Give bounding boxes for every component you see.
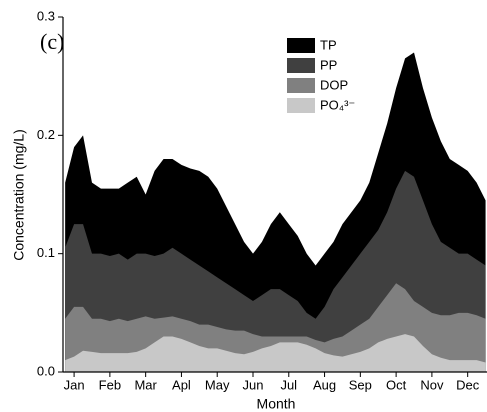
x-tick-label: Oct (386, 377, 407, 392)
x-axis-title: Month (257, 396, 296, 412)
panel-label: (c) (40, 29, 64, 54)
x-tick-label: Mar (134, 377, 157, 392)
x-tick-label: Feb (99, 377, 121, 392)
legend-label: PP (320, 57, 337, 72)
legend-swatch (287, 78, 315, 93)
y-axis-title: Concentration (mg/L) (11, 129, 27, 261)
x-tick-label: Jun (243, 377, 264, 392)
x-tick-label: Dec (456, 377, 480, 392)
y-tick-label: 0.3 (37, 8, 55, 23)
x-tick-label: Jan (64, 377, 85, 392)
legend-label: DOP (320, 77, 348, 92)
legend-swatch (287, 38, 315, 53)
legend-swatch (287, 58, 315, 73)
x-tick-label: May (205, 377, 230, 392)
y-tick-label: 0.0 (37, 363, 55, 378)
x-tick-label: Jul (280, 377, 297, 392)
y-tick-label: 0.2 (37, 127, 55, 142)
x-tick-label: Apl (172, 377, 191, 392)
x-tick-label: Aug (313, 377, 336, 392)
x-tick-label: Sep (349, 377, 372, 392)
x-tick-label: Nov (420, 377, 444, 392)
legend-swatch (287, 98, 315, 113)
y-tick-label: 0.1 (37, 245, 55, 260)
legend-label: PO₄³⁻ (320, 97, 355, 112)
legend-label: TP (320, 37, 337, 52)
area (65, 334, 486, 372)
